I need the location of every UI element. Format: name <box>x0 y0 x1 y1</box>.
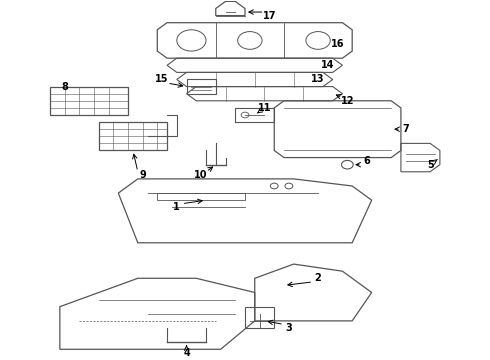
Text: 2: 2 <box>315 273 321 283</box>
Text: 15: 15 <box>155 75 169 85</box>
Text: 16: 16 <box>331 39 344 49</box>
Text: 5: 5 <box>427 160 434 170</box>
Text: 3: 3 <box>286 323 292 333</box>
Text: 4: 4 <box>183 348 190 358</box>
Text: 1: 1 <box>173 202 180 212</box>
Text: 12: 12 <box>341 96 354 106</box>
Text: 9: 9 <box>139 170 146 180</box>
Text: 13: 13 <box>311 75 325 85</box>
Text: 17: 17 <box>263 10 276 21</box>
Text: 8: 8 <box>61 82 68 91</box>
Text: 7: 7 <box>402 124 409 134</box>
Text: 10: 10 <box>195 170 208 180</box>
Text: 14: 14 <box>321 60 335 70</box>
Text: 6: 6 <box>364 156 370 166</box>
Text: 11: 11 <box>258 103 271 113</box>
